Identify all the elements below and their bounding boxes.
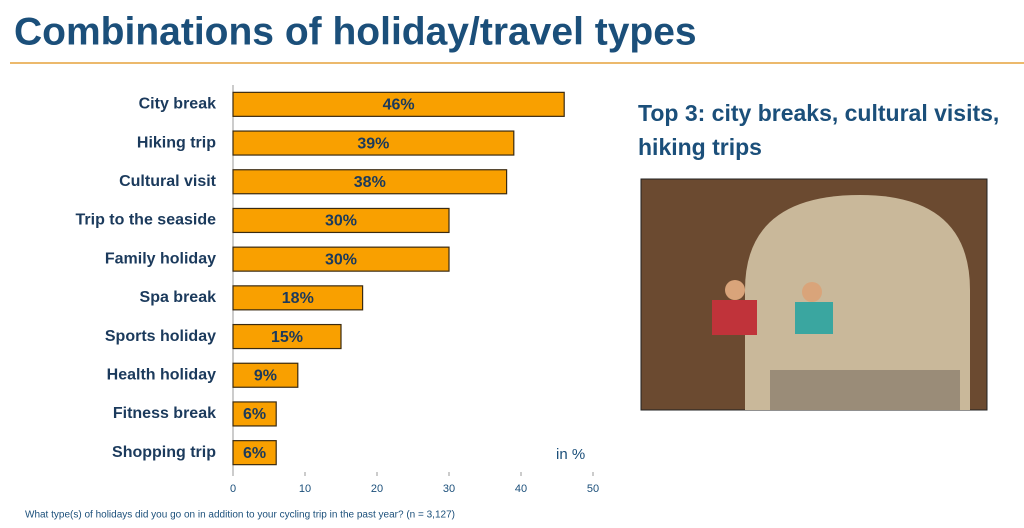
bar (232, 130, 515, 156)
value-label: 6% (243, 406, 266, 423)
unit-note: in % (556, 446, 585, 463)
y-tick-label: Shopping trip (112, 444, 216, 461)
photo (640, 178, 988, 411)
y-tick-label: City break (139, 96, 216, 113)
x-tick-label: 50 (587, 483, 599, 495)
y-tick-label: Fitness break (113, 405, 216, 422)
bar (232, 169, 508, 195)
footnote: What type(s) of holidays did you go on i… (25, 510, 455, 521)
bar (232, 91, 565, 117)
photo-rider (802, 282, 822, 302)
bar (232, 285, 364, 311)
side-heading: Top 3: city breaks, cultural visits, hik… (638, 100, 1000, 160)
photo-street (770, 370, 960, 410)
photo-rider (725, 280, 745, 300)
x-tick-label: 30 (443, 483, 455, 495)
bar (232, 362, 299, 388)
y-tick-label: Spa break (140, 289, 217, 306)
y-tick-label: Cultural visit (119, 173, 217, 190)
y-tick-label: Hiking trip (137, 134, 216, 151)
photo-rider (712, 300, 757, 335)
value-label: 46% (383, 97, 415, 114)
bar (232, 440, 277, 466)
y-tick-label: Family holiday (105, 250, 216, 267)
value-label: 39% (357, 135, 389, 152)
value-label: 30% (325, 213, 357, 230)
y-tick-label: Sports holiday (105, 328, 216, 345)
x-tick-label: 0 (230, 483, 236, 495)
y-tick-label: Trip to the seaside (76, 212, 217, 229)
x-tick-label: 20 (371, 483, 383, 495)
photo-arch (745, 195, 970, 410)
value-label: 6% (243, 445, 266, 462)
y-tick-label: Health holiday (107, 366, 216, 383)
bar (232, 246, 450, 272)
photo-rider (795, 302, 833, 334)
bar (232, 207, 450, 234)
value-label: 9% (254, 367, 277, 384)
value-label: 30% (325, 251, 357, 268)
value-label: 15% (271, 329, 303, 346)
value-label: 38% (354, 174, 386, 191)
x-tick-label: 40 (515, 483, 527, 495)
bar (232, 401, 277, 427)
chart-title: Combinations of holiday/travel types (14, 10, 697, 53)
value-label: 18% (282, 290, 314, 307)
x-tick-label: 10 (299, 483, 311, 495)
bar (232, 323, 342, 350)
